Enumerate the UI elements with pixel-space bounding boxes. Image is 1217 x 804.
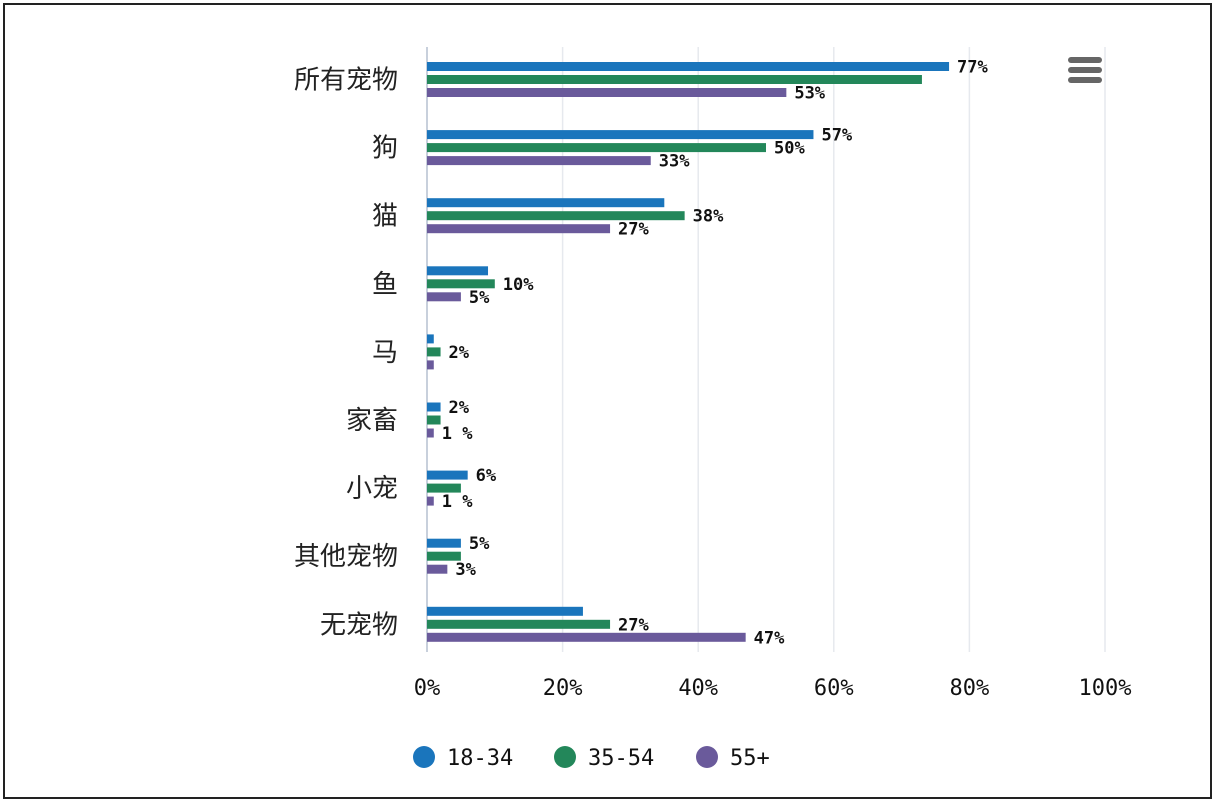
bar[interactable] [427,279,495,289]
category-label: 所有宠物 [294,66,398,96]
legend-marker [413,746,435,768]
bar[interactable] [427,360,434,370]
bar[interactable] [427,564,448,574]
bar[interactable] [427,496,434,506]
bar[interactable] [427,224,611,234]
data-label: 3% [455,560,476,580]
x-tick-label: 20% [543,676,583,701]
legend[interactable]: 18-34 35-54 55+ [413,746,770,771]
category-label: 狗 [372,134,398,164]
category-label: 家畜 [346,406,398,436]
x-tick-label: 80% [950,676,990,701]
category-label: 其他宠物 [294,542,398,572]
bar[interactable] [427,62,950,71]
legend-marker [554,746,576,768]
data-label: 27% [618,615,649,635]
data-label: 47% [754,628,785,648]
data-label: 38% [693,207,724,227]
data-label: 2% [449,343,470,363]
bar[interactable] [427,266,489,276]
bar[interactable] [427,198,665,208]
data-label: 33% [659,152,690,172]
data-label: 27% [618,220,649,240]
data-labels: 77% 57% 2% 6% 5% 50% 38% 10% 2% 27% 53% 33% 27% 5% 1 %… [442,58,989,649]
data-label: 10% [503,275,534,295]
x-tick-label: 100% [1079,676,1132,701]
bar[interactable] [427,75,922,84]
bar[interactable] [427,292,461,302]
bar[interactable] [427,470,468,480]
data-label: 5% [469,534,490,554]
bar[interactable] [427,402,441,412]
x-tick-label: 60% [814,676,854,701]
bar[interactable] [427,483,461,493]
x-tick-labels: 0% 20% 40% 60% 80% 100% [414,676,1132,701]
bar[interactable] [427,632,746,642]
data-label: 5% [469,288,490,308]
bar[interactable] [427,334,434,344]
bar[interactable] [427,428,434,438]
data-label: 57% [821,126,852,146]
data-label: 2% [449,398,470,418]
data-label: 53% [794,84,825,104]
bar[interactable] [427,130,814,140]
x-tick-label: 0% [414,676,441,701]
category-label: 无宠物 [320,610,398,640]
bar[interactable] [427,88,787,97]
bar[interactable] [427,415,441,425]
category-label: 鱼 [372,270,398,300]
bar[interactable] [427,211,685,221]
legend-marker [696,746,718,768]
data-label: 77% [957,58,988,78]
bar[interactable] [427,606,583,616]
legend-item[interactable]: 18-34 [447,746,513,771]
x-tick-label: 40% [678,676,718,701]
category-label: 小宠 [346,474,398,504]
bar[interactable] [427,156,651,166]
bar[interactable] [427,551,461,561]
bars [427,62,950,642]
bar[interactable] [427,143,766,153]
bar[interactable] [427,347,441,357]
data-label: 1 % [442,424,473,444]
legend-item[interactable]: 35-54 [588,746,654,771]
bar[interactable] [427,538,461,548]
bar[interactable] [427,619,611,629]
data-label: 1 % [442,492,473,512]
category-label: 马 [372,338,398,368]
data-label: 50% [774,139,805,159]
legend-item[interactable]: 55+ [730,746,770,771]
category-label: 猫 [372,202,398,232]
hamburger-menu-icon[interactable] [1068,57,1102,83]
data-label: 6% [476,466,497,486]
